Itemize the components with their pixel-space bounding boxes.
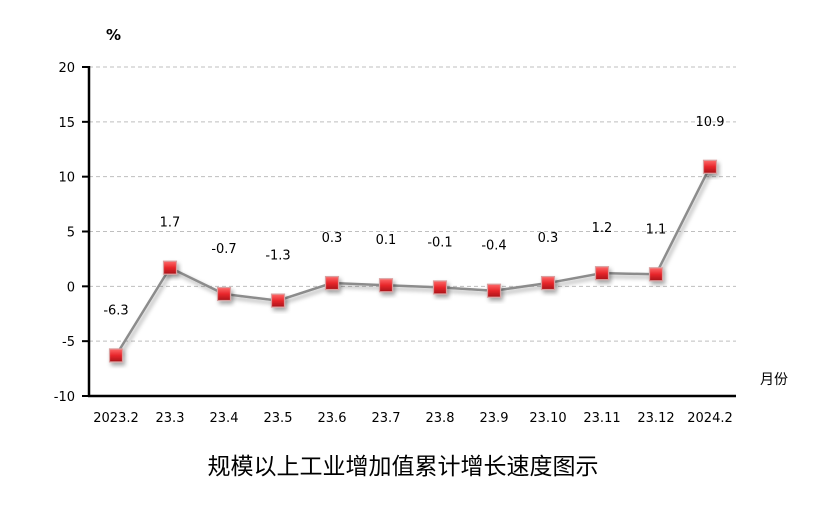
data-point-marker (594, 266, 610, 281)
data-point-marker (378, 278, 394, 293)
x-tick-label: 23.9 (480, 411, 509, 426)
y-axis-unit: % (106, 26, 121, 44)
data-labels: -6.3 1.7 -0.7 -1.3 0.3 0.1 -0.1 -0.4 0.3 1.2 1.1 10… (103, 115, 724, 319)
data-label: 1.7 (160, 216, 181, 231)
series (108, 159, 718, 363)
x-tick-label: 23.3 (156, 411, 185, 426)
data-label: 0.3 (538, 231, 559, 246)
data-point-marker (540, 275, 556, 291)
x-axis-label: 月份 (760, 372, 788, 388)
data-label: -0.4 (481, 239, 506, 254)
y-tick-label: 5 (67, 226, 75, 241)
y-tick-label: 10 (58, 171, 75, 186)
data-point-marker (648, 267, 664, 282)
x-tick-label: 2024.2 (687, 411, 733, 426)
data-point-marker (486, 283, 502, 298)
y-ticks: 20 15 10 5 0 -5 -10 (54, 61, 89, 405)
data-label: 1.2 (592, 221, 613, 236)
y-tick-label: -5 (62, 335, 75, 350)
data-label: -1.3 (265, 249, 290, 264)
data-label: -0.7 (211, 242, 236, 257)
x-ticks: 2023.2 23.3 23.4 23.5 23.6 23.7 23.8 23.9 23.10 2… (93, 411, 733, 426)
data-point-marker (162, 260, 178, 275)
x-tick-label: 23.7 (372, 411, 401, 426)
y-tick-label: 15 (58, 116, 75, 131)
data-label: 10.9 (696, 115, 725, 130)
y-tick-label: 20 (58, 61, 75, 76)
data-point-marker (702, 159, 718, 174)
data-label: 1.1 (646, 222, 667, 237)
data-point-marker (270, 293, 286, 308)
data-point-marker (432, 280, 448, 295)
data-label: 0.1 (376, 233, 397, 248)
data-label: 0.3 (322, 231, 343, 246)
data-point-marker (324, 275, 340, 291)
y-tick-label: 0 (67, 280, 75, 295)
x-tick-label: 23.5 (264, 411, 293, 426)
data-label: -6.3 (103, 303, 128, 318)
chart-title: 规模以上工业增加值累计增长速度图示 (208, 454, 599, 480)
gridlines (89, 66, 736, 342)
y-tick-label: -10 (54, 390, 75, 405)
data-point-marker (108, 348, 124, 363)
data-point-marker (216, 286, 232, 302)
x-tick-label: 23.11 (583, 411, 620, 426)
x-tick-label: 2023.2 (93, 411, 139, 426)
x-tick-label: 23.8 (426, 411, 455, 426)
data-label: -0.1 (427, 235, 452, 250)
x-tick-label: 23.4 (210, 411, 239, 426)
x-tick-label: 23.10 (529, 411, 566, 426)
x-tick-label: 23.6 (318, 411, 347, 426)
series-line (114, 166, 712, 357)
x-tick-label: 23.12 (637, 411, 674, 426)
